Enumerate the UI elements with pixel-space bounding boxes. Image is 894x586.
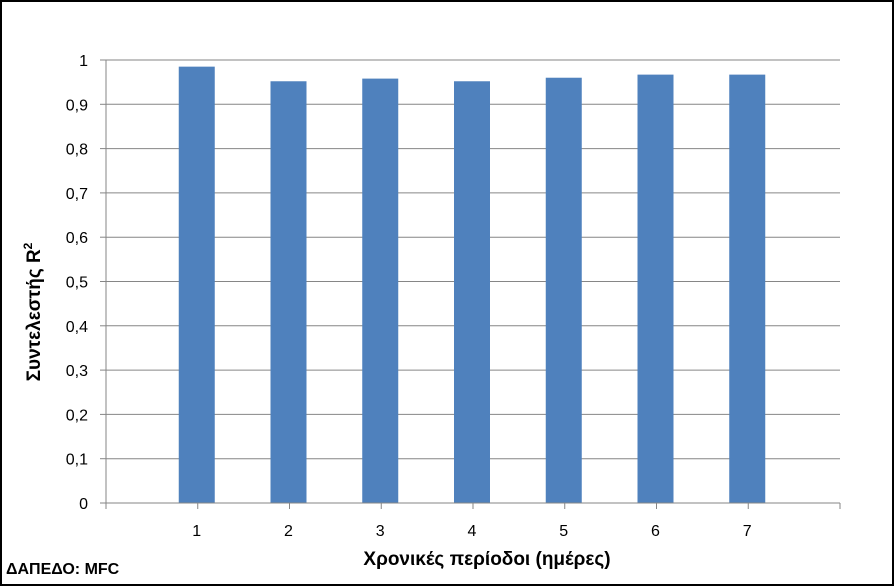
- x-tick-label: 1: [192, 523, 201, 540]
- y-axis-label: Συντελεστής R2: [21, 242, 45, 381]
- x-tick-label: 5: [559, 523, 568, 540]
- y-tick-label: 1: [79, 53, 88, 70]
- x-axis-label: Χρονικές περίοδοι (ημέρες): [363, 549, 610, 570]
- y-tick-label: 0,2: [66, 407, 88, 424]
- y-tick-label: 0,1: [66, 452, 88, 469]
- floor-annotation: ΔΑΠΕΔΟ: MFC: [6, 561, 120, 578]
- axes: [105, 60, 841, 509]
- x-tick-label: 4: [468, 523, 477, 540]
- y-tick-label: 0,8: [66, 142, 88, 159]
- y-tick-label: 0: [79, 496, 88, 513]
- y-tick-label: 0,4: [66, 319, 88, 336]
- x-tick-label: 3: [376, 523, 385, 540]
- y-axis-label-superscript: 2: [21, 242, 35, 249]
- x-tick-label: 6: [651, 523, 660, 540]
- bar: [178, 66, 215, 504]
- bar: [729, 74, 766, 503]
- bar: [637, 74, 674, 503]
- bar: [454, 81, 490, 503]
- y-tick-label: 0,9: [66, 97, 88, 114]
- bar: [270, 81, 307, 503]
- bar: [362, 78, 399, 503]
- y-tick-labels: 0 0,1 0,2 0,3 0,4 0,5 0,6 0,7 0,8 0,9 1: [66, 53, 88, 513]
- x-tick-labels: 1 2 3 4 5 6 7: [192, 523, 752, 540]
- y-tick-label: 0,7: [66, 186, 88, 203]
- bar: [545, 77, 582, 503]
- bars: [178, 66, 766, 504]
- y-tick-label: 0,6: [66, 230, 88, 247]
- x-tick-label: 2: [284, 523, 293, 540]
- y-tick-label: 0,3: [66, 363, 88, 380]
- y-tick-label: 0,5: [66, 275, 88, 292]
- y-axis-label-main: Συντελεστής R: [24, 249, 45, 381]
- x-tick-label: 7: [743, 523, 752, 540]
